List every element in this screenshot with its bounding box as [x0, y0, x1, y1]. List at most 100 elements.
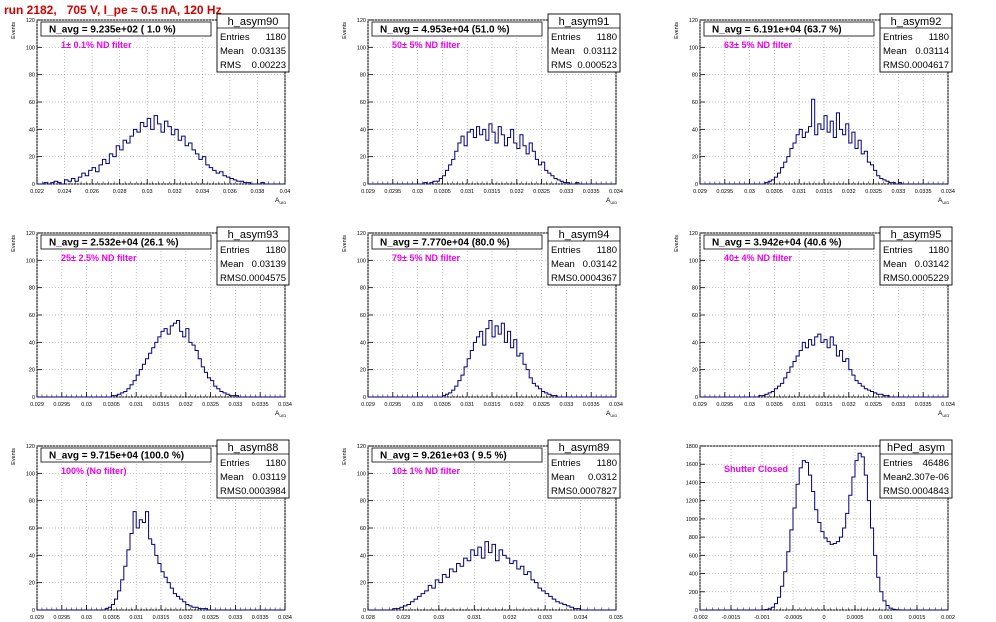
x-tick-label: 0.033 — [229, 615, 243, 621]
stats-box — [879, 439, 953, 499]
y-tick-label: 40 — [360, 553, 366, 559]
x-tick-label: 0.029 — [361, 402, 375, 408]
x-axis-label-sub: UID — [279, 413, 286, 418]
x-tick-label: 0.0315 — [153, 615, 170, 621]
x-tick-label: 0.034 — [574, 615, 588, 621]
x-tick-label: 0.0325 — [533, 189, 550, 195]
y-axis-label: Events — [11, 235, 17, 252]
x-tick-label: 0.002 — [941, 615, 955, 621]
y-tick-label: 100 — [689, 45, 698, 51]
x-tick-label: 0.033 — [892, 402, 906, 408]
y-tick-label: 120 — [26, 444, 35, 450]
y-tick-label: 0 — [363, 608, 366, 614]
stats-label: RMS — [220, 486, 241, 497]
stats-value: 46486 — [923, 458, 949, 469]
stats-hist-name: h_asym88 — [228, 442, 279, 454]
x-tick-label: 0.033 — [892, 189, 906, 195]
y-axis-label: Events — [342, 448, 348, 465]
x-tick-label: 0.0295 — [53, 402, 70, 408]
stats-label: Entries — [220, 245, 250, 256]
x-tick-label: 0.029 — [30, 615, 44, 621]
y-tick-label: 40 — [29, 340, 35, 346]
x-tick-label: 0.0005 — [847, 615, 864, 621]
stats-label: Mean — [883, 259, 907, 270]
filter-note: Shutter Closed — [724, 464, 788, 474]
x-tick-label: 0.032 — [168, 189, 182, 195]
navg-title: N_avg = 9.235e+02 ( 1.0 %) — [49, 25, 176, 36]
stats-box — [547, 226, 621, 286]
stats-value: 1180 — [597, 245, 617, 256]
navg-box — [703, 21, 875, 37]
filter-note: 100% (No filter) — [61, 466, 127, 476]
stats-label: Entries — [220, 458, 250, 469]
x-tick-label: 0.034 — [609, 402, 623, 408]
y-axis-label: Events — [342, 22, 348, 39]
stats-label: Mean — [220, 472, 244, 483]
stats-value: 0.0004617 — [904, 60, 949, 71]
y-tick-label: 40 — [360, 340, 366, 346]
x-tick-label: 0.0295 — [53, 615, 70, 621]
x-tick-label: 0.034 — [278, 402, 292, 408]
x-tick-label: 0.0325 — [865, 189, 882, 195]
navg-box — [371, 21, 543, 37]
y-tick-label: 60 — [360, 526, 366, 532]
stats-hist-name: h_asym89 — [559, 442, 610, 454]
x-tick-label: 0.0295 — [384, 189, 401, 195]
stats-label: Mean — [551, 46, 575, 57]
stats-value: 1180 — [597, 458, 617, 469]
y-tick-label: 80 — [29, 499, 35, 505]
x-axis-label: AUID — [275, 197, 286, 205]
stats-label: Mean — [551, 472, 575, 483]
x-tick-label: 0.032 — [510, 189, 524, 195]
y-tick-label: 80 — [360, 286, 366, 292]
y-tick-label: 80 — [692, 73, 698, 79]
y-tick-label: 20 — [360, 368, 366, 374]
x-tick-label: 0.03 — [433, 615, 444, 621]
x-axis-label-sub: UID — [610, 413, 617, 418]
y-tick-label: 80 — [29, 73, 35, 79]
x-tick-label: 0.0295 — [716, 189, 733, 195]
stats-box — [879, 13, 953, 73]
stats-hist-name: h_asym95 — [891, 229, 942, 241]
y-tick-label: 80 — [360, 73, 366, 79]
x-axis-label: AUID — [606, 410, 617, 418]
x-tick-label: 0.032 — [179, 615, 193, 621]
y-tick-label: 0 — [32, 395, 35, 401]
y-tick-label: 120 — [689, 18, 698, 24]
y-tick-label: 100 — [357, 258, 366, 264]
x-tick-label: 0.035 — [609, 615, 623, 621]
navg-box — [40, 21, 212, 37]
x-tick-label: 0.0305 — [103, 615, 120, 621]
x-axis-label: AUID — [275, 410, 286, 418]
y-tick-label: 100 — [26, 258, 35, 264]
x-tick-label: 0.029 — [361, 189, 375, 195]
navg-title: N_avg = 6.191e+04 (63.7 %) — [712, 25, 842, 36]
stats-label: Mean — [551, 259, 575, 270]
x-tick-label: 0.03 — [81, 615, 92, 621]
x-tick-label: 0.0315 — [484, 402, 501, 408]
filter-note: 63± 5% ND filter — [724, 40, 792, 50]
stats-value: 0.0004575 — [241, 273, 286, 284]
y-tick-label: 120 — [357, 444, 366, 450]
x-tick-label: 0.031 — [129, 615, 143, 621]
y-axis-label: Events — [11, 22, 17, 39]
y-tick-label: 0 — [32, 182, 35, 188]
stats-label: Mean — [220, 259, 244, 270]
navg-box — [40, 447, 212, 463]
x-tick-label: 0.0295 — [384, 402, 401, 408]
y-tick-label: 0 — [32, 608, 35, 614]
stats-value: 0.03114 — [915, 46, 949, 57]
stats-label: Entries — [220, 32, 250, 43]
x-tick-label: 0.0325 — [865, 402, 882, 408]
stats-value: 0.03119 — [252, 472, 286, 483]
y-tick-label: 1000 — [686, 517, 698, 523]
x-axis-label-sub: UID — [942, 200, 949, 205]
stats-box — [547, 13, 621, 73]
histogram-line — [37, 511, 285, 611]
stats-label: Mean — [883, 472, 907, 483]
x-tick-label: 0.0335 — [252, 615, 269, 621]
x-tick-label: 0.038 — [251, 189, 265, 195]
stats-label: Entries — [883, 32, 913, 43]
y-tick-label: 60 — [29, 100, 35, 106]
filter-note: 40± 4% ND filter — [724, 253, 792, 263]
